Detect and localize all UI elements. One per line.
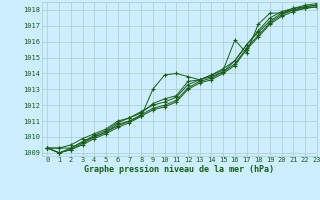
X-axis label: Graphe pression niveau de la mer (hPa): Graphe pression niveau de la mer (hPa) xyxy=(84,165,274,174)
